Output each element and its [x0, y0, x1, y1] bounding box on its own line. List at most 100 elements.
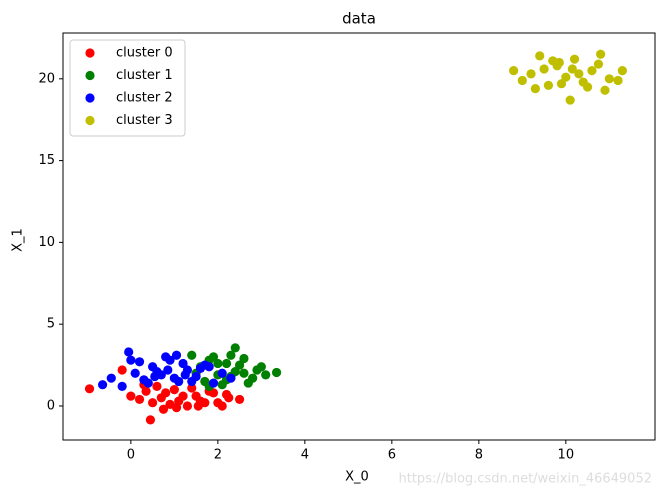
point [234, 360, 245, 370]
point [134, 394, 145, 405]
point [208, 378, 219, 388]
point [600, 85, 610, 95]
point [161, 352, 171, 362]
point [106, 373, 116, 383]
point [574, 69, 584, 79]
point [169, 373, 179, 383]
legend-label: cluster 3 [116, 113, 173, 128]
point [148, 398, 158, 408]
point [556, 79, 567, 89]
x-tick-label: 6 [388, 448, 396, 463]
legend-marker [85, 115, 95, 126]
x-axis-label: X_0 [345, 470, 369, 485]
x-tick-label: 0 [127, 448, 135, 463]
point [234, 394, 245, 405]
point [535, 51, 545, 61]
point [187, 383, 197, 393]
point [213, 358, 223, 369]
legend-label: cluster 2 [116, 91, 173, 106]
point [613, 75, 623, 86]
point [187, 350, 197, 360]
point [239, 353, 249, 364]
point [252, 365, 262, 375]
point [178, 391, 188, 401]
point [567, 64, 577, 74]
point [117, 381, 127, 391]
point [84, 384, 95, 394]
point [217, 368, 227, 378]
point [171, 350, 182, 360]
point [158, 404, 169, 414]
point [130, 368, 140, 378]
point [180, 370, 190, 380]
legend-marker [85, 48, 95, 58]
legend-label: cluster 1 [116, 68, 173, 83]
point [213, 398, 223, 408]
point [134, 357, 145, 367]
x-tick-label: 4 [301, 448, 309, 463]
chart-title: data [342, 10, 376, 28]
point [195, 363, 206, 373]
watermark: https://blog.csdn.net/weixin_46649052 [398, 472, 652, 487]
y-axis-label: X_1 [11, 228, 26, 252]
point [565, 95, 575, 105]
y-tick-label: 10 [38, 235, 55, 250]
point [143, 378, 153, 388]
legend-label: cluster 0 [116, 46, 173, 61]
plot-frame [62, 32, 656, 441]
point [582, 82, 593, 92]
y-tick-label: 5 [47, 317, 55, 332]
y-tick-label: 20 [38, 71, 55, 86]
legend-marker [85, 70, 95, 81]
point [593, 59, 604, 69]
point [509, 66, 519, 76]
point [617, 66, 627, 76]
point [178, 358, 188, 369]
legend-marker [85, 93, 95, 103]
point [561, 72, 571, 82]
point [526, 69, 536, 79]
point [182, 401, 193, 411]
point [204, 362, 214, 372]
point [221, 358, 232, 369]
point [226, 373, 236, 383]
point [152, 381, 162, 391]
point [543, 80, 554, 90]
x-tick-label: 2 [214, 448, 222, 463]
point [161, 388, 171, 398]
point [171, 403, 182, 413]
point [126, 391, 136, 401]
point [530, 84, 540, 94]
point [208, 352, 219, 362]
point [97, 380, 108, 390]
legend-box [69, 39, 186, 137]
point [604, 74, 614, 84]
point [169, 385, 179, 395]
point [145, 415, 156, 425]
point [239, 368, 249, 378]
point [230, 343, 240, 353]
point [193, 401, 203, 411]
point [243, 378, 253, 388]
point [517, 75, 527, 86]
point [261, 370, 271, 380]
point [271, 367, 282, 378]
point [554, 57, 564, 68]
point [163, 365, 173, 375]
point [126, 355, 136, 365]
y-tick-label: 0 [47, 398, 55, 413]
point [124, 347, 134, 357]
point [587, 66, 597, 76]
point [150, 371, 160, 382]
point [221, 389, 232, 400]
point [596, 49, 606, 59]
point [226, 350, 236, 360]
point [539, 64, 549, 74]
point [569, 54, 580, 64]
x-tick-label: 8 [475, 448, 483, 463]
point [117, 365, 127, 375]
y-tick-label: 15 [38, 153, 55, 168]
point [187, 376, 197, 387]
x-tick-label: 10 [558, 448, 575, 463]
